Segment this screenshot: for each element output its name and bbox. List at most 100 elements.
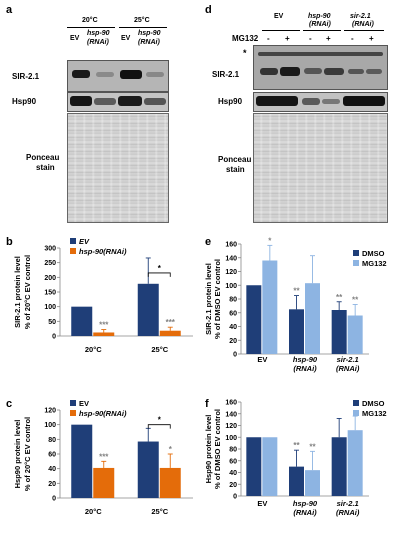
- blot-a-bracket-25: [119, 27, 167, 28]
- bar: [305, 283, 320, 354]
- bar: [246, 285, 262, 354]
- x-tick-label-line2: (RNAi): [293, 508, 317, 517]
- blot-a-row-sir21: SIR-2.1: [12, 72, 40, 81]
- significance-star: **: [293, 287, 300, 296]
- bar: [159, 467, 181, 498]
- y-tick-label: 60: [229, 458, 237, 465]
- chart-f-hsp90-mg132: 0 20 40 60 80 100 120 140 160 Hsp90 protein level…: [204, 399, 387, 517]
- blot-d-group-sir21-rnai: (RNAi): [352, 21, 374, 28]
- bar: [289, 466, 304, 496]
- y-tick-label: 80: [229, 447, 237, 454]
- legend-label: MG132: [362, 409, 387, 418]
- blot-a-temp-25: 25°C: [134, 17, 150, 24]
- blot-d-sign-3: -: [309, 34, 312, 43]
- bar: [347, 315, 363, 354]
- y-tick-label: 120: [225, 423, 237, 430]
- x-tick-label: EV: [257, 355, 267, 364]
- x-tick-label: EV: [257, 499, 267, 508]
- significance-bracket: [147, 424, 171, 429]
- bar: [347, 430, 363, 496]
- blot-d-bracket-ev: [262, 30, 300, 31]
- bar: [246, 437, 262, 496]
- y-tick-label: 0: [52, 496, 56, 503]
- legend-label: MG132: [362, 259, 387, 268]
- y-tick-label: 80: [48, 437, 56, 444]
- band: [70, 96, 92, 106]
- band: [118, 96, 142, 106]
- bar: [331, 437, 347, 496]
- y-axis-label-line1: SIR-2.1 protein level: [13, 256, 22, 328]
- band: [144, 98, 166, 105]
- blot-a-lane-ev-1: EV: [70, 35, 80, 42]
- x-tick-label: 25°C: [151, 507, 168, 516]
- band: [120, 70, 142, 79]
- significance-star: ***: [99, 452, 109, 461]
- panel-label-f: f: [205, 398, 209, 410]
- chart-c-hsp90-temperature: 0 20 40 60 80 100 120 Hsp90 protein level% of 2…: [13, 399, 193, 516]
- blot-a-lane-hsp90-2: hsp-90: [138, 30, 161, 37]
- x-tick-label: sir-2.1: [337, 499, 359, 508]
- y-tick-label: 20: [48, 481, 56, 488]
- x-tick-label: hsp-90: [293, 355, 318, 364]
- y-tick-label: 140: [225, 411, 237, 418]
- legend-swatch: [70, 400, 76, 406]
- x-tick-label: 20°C: [85, 507, 102, 516]
- y-tick-label: 60: [229, 310, 237, 317]
- legend-swatch: [353, 260, 359, 266]
- y-tick-label: 40: [48, 466, 56, 473]
- blot-a-lane-hsp90-1: hsp-90: [87, 30, 110, 37]
- significance-star: *: [158, 264, 162, 273]
- blot-a-lane-ev-2: EV: [121, 35, 131, 42]
- blot-a-row-ponceau: Ponceau: [26, 153, 60, 162]
- bar: [262, 437, 278, 496]
- y-tick-label: 140: [225, 255, 237, 262]
- bar: [305, 470, 320, 496]
- band: [94, 98, 116, 105]
- band: [258, 52, 383, 56]
- blot-d-sign-2: +: [285, 34, 290, 43]
- x-tick-label-line2: (RNAi): [293, 364, 317, 373]
- y-tick-label: 120: [44, 408, 56, 415]
- legend-swatch: [70, 410, 76, 416]
- band: [322, 99, 340, 104]
- blot-d-row-hsp90: Hsp90: [218, 97, 243, 106]
- legend-swatch: [70, 248, 76, 254]
- y-tick-label: 60: [48, 452, 56, 459]
- bar: [71, 424, 93, 498]
- blot-d-sign-6: +: [369, 34, 374, 43]
- band: [146, 72, 164, 77]
- blot-d-hsp90-membrane: [253, 92, 388, 112]
- blot-d-row-ponceau: Ponceau: [218, 155, 252, 164]
- y-tick-label: 0: [52, 334, 56, 341]
- significance-star: *: [158, 416, 162, 425]
- y-tick-label: 100: [44, 304, 56, 311]
- legend-label: EV: [79, 399, 89, 408]
- y-tick-label: 80: [229, 297, 237, 304]
- y-tick-label: 40: [229, 470, 237, 477]
- blot-a-sir21-membrane: [67, 60, 169, 92]
- y-tick-label: 160: [225, 242, 237, 249]
- blot-d-bracket-sir21: [344, 30, 384, 31]
- blot-a-row-stain: stain: [36, 163, 55, 172]
- panel-label-a: a: [6, 4, 13, 16]
- blot-d-row-stain: stain: [226, 165, 245, 174]
- x-tick-label: 25°C: [151, 345, 168, 354]
- significance-star: **: [352, 296, 359, 305]
- legend-swatch: [353, 410, 359, 416]
- y-tick-label: 160: [225, 400, 237, 407]
- y-tick-label: 40: [229, 324, 237, 331]
- chart-b-sir21-temperature: 0 50 100 150 200 250 300 SIR-2.1 protein level%…: [13, 237, 193, 354]
- band: [343, 96, 385, 106]
- band: [304, 68, 322, 74]
- x-tick-label: hsp-90: [293, 499, 318, 508]
- band: [96, 72, 114, 77]
- legend-label: hsp-90(RNAi): [79, 409, 127, 418]
- y-tick-label: 300: [44, 246, 56, 253]
- band: [260, 68, 278, 75]
- blot-d-sign-4: +: [326, 34, 331, 43]
- blot-a-row-hsp90: Hsp90: [12, 97, 37, 106]
- panel-label-b: b: [6, 236, 13, 248]
- blot-d-mg132-label: MG132: [232, 34, 259, 43]
- legend-label: EV: [79, 237, 90, 246]
- y-tick-label: 0: [233, 494, 237, 501]
